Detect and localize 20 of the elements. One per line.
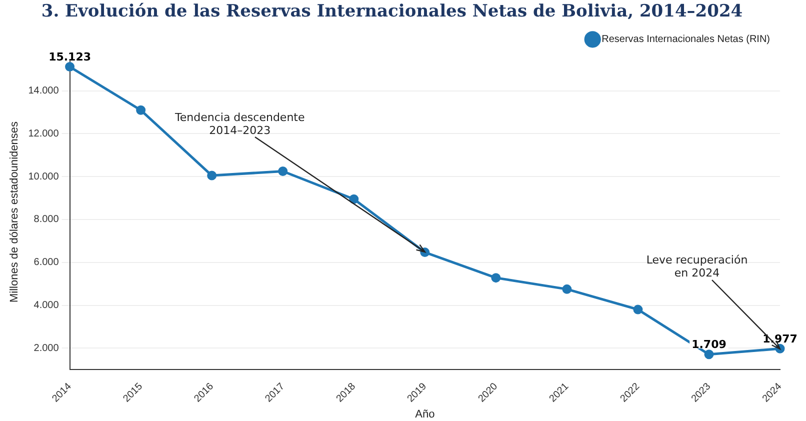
x-axis-title: Año (415, 408, 435, 420)
point (136, 105, 146, 115)
y-axis-title: Millones de dólares estadounidenses (8, 120, 21, 302)
point (633, 304, 643, 314)
data-label: 15.123 (48, 50, 92, 64)
annotation: Tendencia descendente 2014–2023 (174, 111, 305, 138)
y-tick-label: 4.000 (34, 300, 60, 312)
y-tick-label: 10.000 (28, 171, 60, 182)
point (65, 62, 75, 72)
point (491, 273, 501, 283)
y-tick-label: 2.000 (34, 342, 60, 354)
y-tick-label: 6.000 (34, 257, 60, 268)
y-tick-label: 12.000 (28, 128, 60, 140)
point (562, 284, 572, 294)
y-tick-label: 8.000 (34, 214, 60, 226)
y-tick-label: 14.000 (28, 86, 60, 97)
legend-label: Reservas Internacionales Netas (RIN) (602, 34, 770, 46)
point (207, 170, 217, 180)
annotation: Leve recuperación en 2024 (646, 253, 748, 280)
chart-title: 3. Evolución de las Reservas Internacionales Netas de Bolivia, 2014–2024 (41, 2, 743, 22)
